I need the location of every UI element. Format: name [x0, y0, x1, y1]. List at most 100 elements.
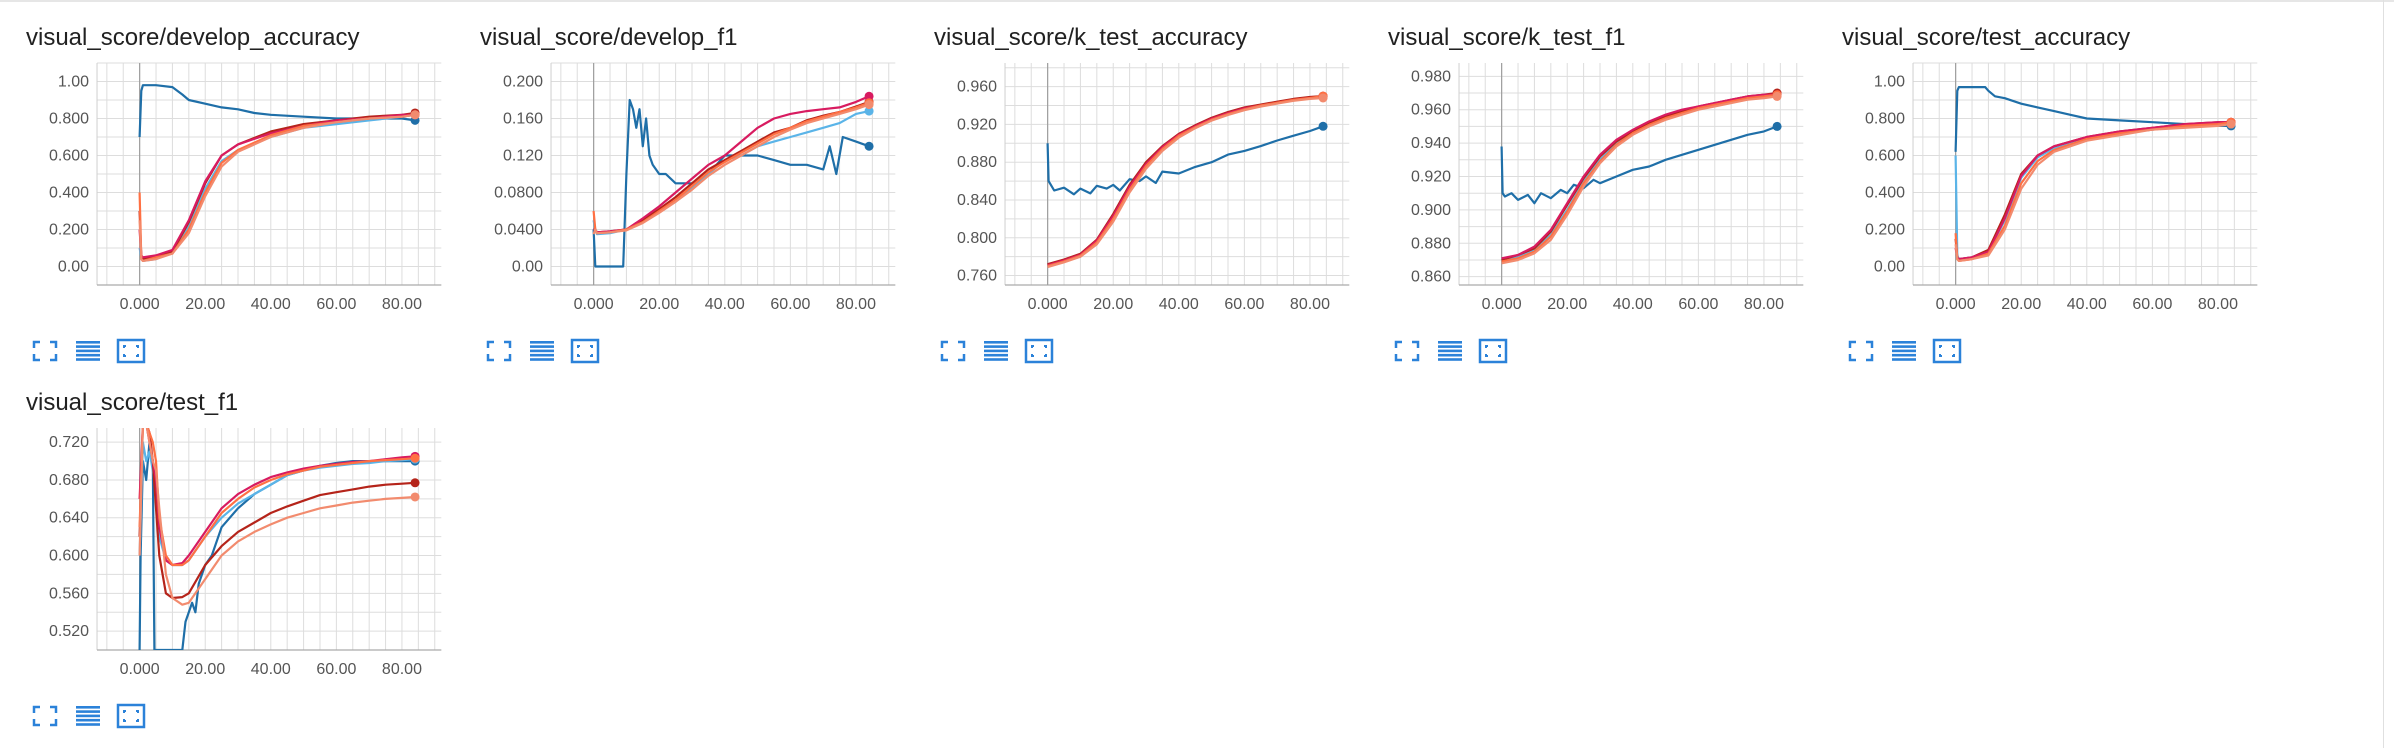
fit-domain-icon — [570, 338, 600, 364]
expand-button[interactable] — [484, 338, 514, 364]
fit-domain-button[interactable] — [570, 338, 600, 364]
chart-title: visual_score/k_test_accuracy — [934, 24, 1248, 51]
line-chart[interactable]: 0.000 20.00 40.00 60.00 80.00 0.860 0.880 0.900… — [1362, 0, 1816, 330]
series-group — [138, 84, 420, 262]
y-tick-label: 0.900 — [1411, 202, 1451, 219]
log-scale-button[interactable] — [73, 703, 103, 729]
expand-icon — [1392, 338, 1422, 364]
x-tick-label: 0.000 — [1936, 296, 1976, 313]
chart-title: visual_score/test_accuracy — [1842, 24, 2131, 51]
chart-card: visual_score/k_test_accuracy 0.000 20.00 4… — [908, 0, 1362, 365]
y-tick-label: 0.400 — [1865, 185, 1905, 202]
line-chart[interactable]: 0.000 20.00 40.00 60.00 80.00 0.00 0.200 0.400 0… — [1816, 0, 2270, 330]
line-chart[interactable]: 0.000 20.00 40.00 60.00 80.00 0.760 0.800 0.840… — [908, 0, 1362, 330]
y-tick-label: 0.200 — [503, 74, 543, 91]
expand-button[interactable] — [1846, 338, 1876, 364]
x-tick-label: 0.000 — [1482, 296, 1522, 313]
series-line — [138, 113, 416, 262]
log-scale-button[interactable] — [1435, 338, 1465, 364]
x-tick-label: 60.00 — [316, 296, 356, 313]
chart-title: visual_score/develop_accuracy — [26, 24, 360, 51]
series-line — [1501, 95, 1778, 265]
fit-domain-button[interactable] — [116, 703, 146, 729]
log-scale-button[interactable] — [527, 338, 557, 364]
fit-domain-icon — [1024, 338, 1054, 364]
expand-button[interactable] — [30, 338, 60, 364]
x-tick-label: 20.00 — [639, 296, 679, 313]
y-tick-label: 0.880 — [957, 154, 997, 171]
log-scale-button[interactable] — [1889, 338, 1919, 364]
series-line — [1047, 96, 1324, 269]
y-tick-label: 0.600 — [49, 148, 89, 165]
series-end-point — [1318, 121, 1328, 131]
x-tick-label: 80.00 — [382, 661, 422, 678]
y-tick-label: 0.880 — [1411, 235, 1451, 252]
y-tick-label: 0.560 — [49, 585, 89, 602]
series-line — [1954, 85, 2232, 152]
y-tick-label: 1.00 — [1874, 74, 1905, 91]
series-line — [138, 428, 416, 600]
y-tick-label: 0.720 — [49, 434, 89, 451]
expand-icon — [938, 338, 968, 364]
x-tick-label: 40.00 — [251, 296, 291, 313]
line-chart[interactable]: 0.000 20.00 40.00 60.00 80.00 0.520 0.560 0.600… — [0, 365, 454, 695]
y-tick-label: 0.160 — [503, 111, 543, 128]
x-tick-label: 60.00 — [1678, 296, 1718, 313]
fit-domain-button[interactable] — [1478, 338, 1508, 364]
y-tick-label: 0.600 — [1865, 148, 1905, 165]
y-tick-label: 0.120 — [503, 148, 543, 165]
y-tick-label: 0.200 — [1865, 222, 1905, 239]
x-tick-label: 20.00 — [1547, 296, 1587, 313]
expand-button[interactable] — [1392, 338, 1422, 364]
x-tick-label: 20.00 — [2001, 296, 2041, 313]
fit-domain-button[interactable] — [1024, 338, 1054, 364]
series-end-point — [864, 106, 874, 116]
expand-icon — [484, 338, 514, 364]
x-tick-label: 80.00 — [2198, 296, 2238, 313]
x-tick-label: 40.00 — [1613, 296, 1653, 313]
expand-icon — [30, 338, 60, 364]
chart-card: visual_score/test_f1 0.000 20.00 40.00 60.0… — [0, 365, 454, 730]
series-line — [1047, 95, 1324, 266]
series-line — [138, 428, 416, 567]
fit-domain-button[interactable] — [1932, 338, 1962, 364]
chart-card: visual_score/k_test_f1 0.000 20.00 40.00 60… — [1362, 0, 1816, 365]
expand-button[interactable] — [30, 703, 60, 729]
fit-domain-icon — [1932, 338, 1962, 364]
list-icon — [73, 703, 103, 729]
list-icon — [1889, 338, 1919, 364]
list-icon — [527, 338, 557, 364]
log-scale-button[interactable] — [981, 338, 1011, 364]
y-tick-label: 0.00 — [58, 259, 89, 276]
x-tick-label: 0.000 — [1028, 296, 1068, 313]
series-line — [592, 110, 870, 236]
expand-button[interactable] — [938, 338, 968, 364]
series-line — [138, 441, 416, 650]
y-tick-label: 0.00 — [1874, 259, 1905, 276]
right-border — [2383, 0, 2384, 748]
fit-domain-button[interactable] — [116, 338, 146, 364]
series-group — [1500, 88, 1782, 265]
y-tick-label: 0.760 — [957, 268, 997, 285]
series-end-point — [2226, 119, 2236, 129]
line-chart[interactable]: 0.000 20.00 40.00 60.00 80.00 0.00 0.200 0.400 0… — [0, 0, 454, 330]
series-line — [1954, 123, 2232, 262]
series-end-point — [410, 453, 420, 463]
y-tick-label: 0.0800 — [494, 185, 543, 202]
series-group — [1046, 91, 1328, 269]
fit-domain-icon — [1478, 338, 1508, 364]
log-scale-button[interactable] — [73, 338, 103, 364]
y-tick-label: 0.0400 — [494, 222, 543, 239]
x-tick-label: 80.00 — [382, 296, 422, 313]
x-tick-label: 0.000 — [574, 296, 614, 313]
plot-area: 0.000 20.00 40.00 60.00 80.00 0.00 0.0400 0.080… — [494, 62, 896, 313]
y-tick-label: 0.600 — [49, 548, 89, 565]
plot-area: 0.000 20.00 40.00 60.00 80.00 0.00 0.200 0.400 0… — [1865, 62, 2258, 313]
series-end-point — [864, 91, 874, 101]
x-tick-label: 80.00 — [1290, 296, 1330, 313]
line-chart[interactable]: 0.000 20.00 40.00 60.00 80.00 0.00 0.0400 0.080… — [454, 0, 908, 330]
plot-area: 0.000 20.00 40.00 60.00 80.00 0.520 0.560 0.600… — [49, 428, 442, 678]
top-border — [0, 0, 2394, 2]
list-icon — [1435, 338, 1465, 364]
series-end-point — [864, 141, 874, 151]
